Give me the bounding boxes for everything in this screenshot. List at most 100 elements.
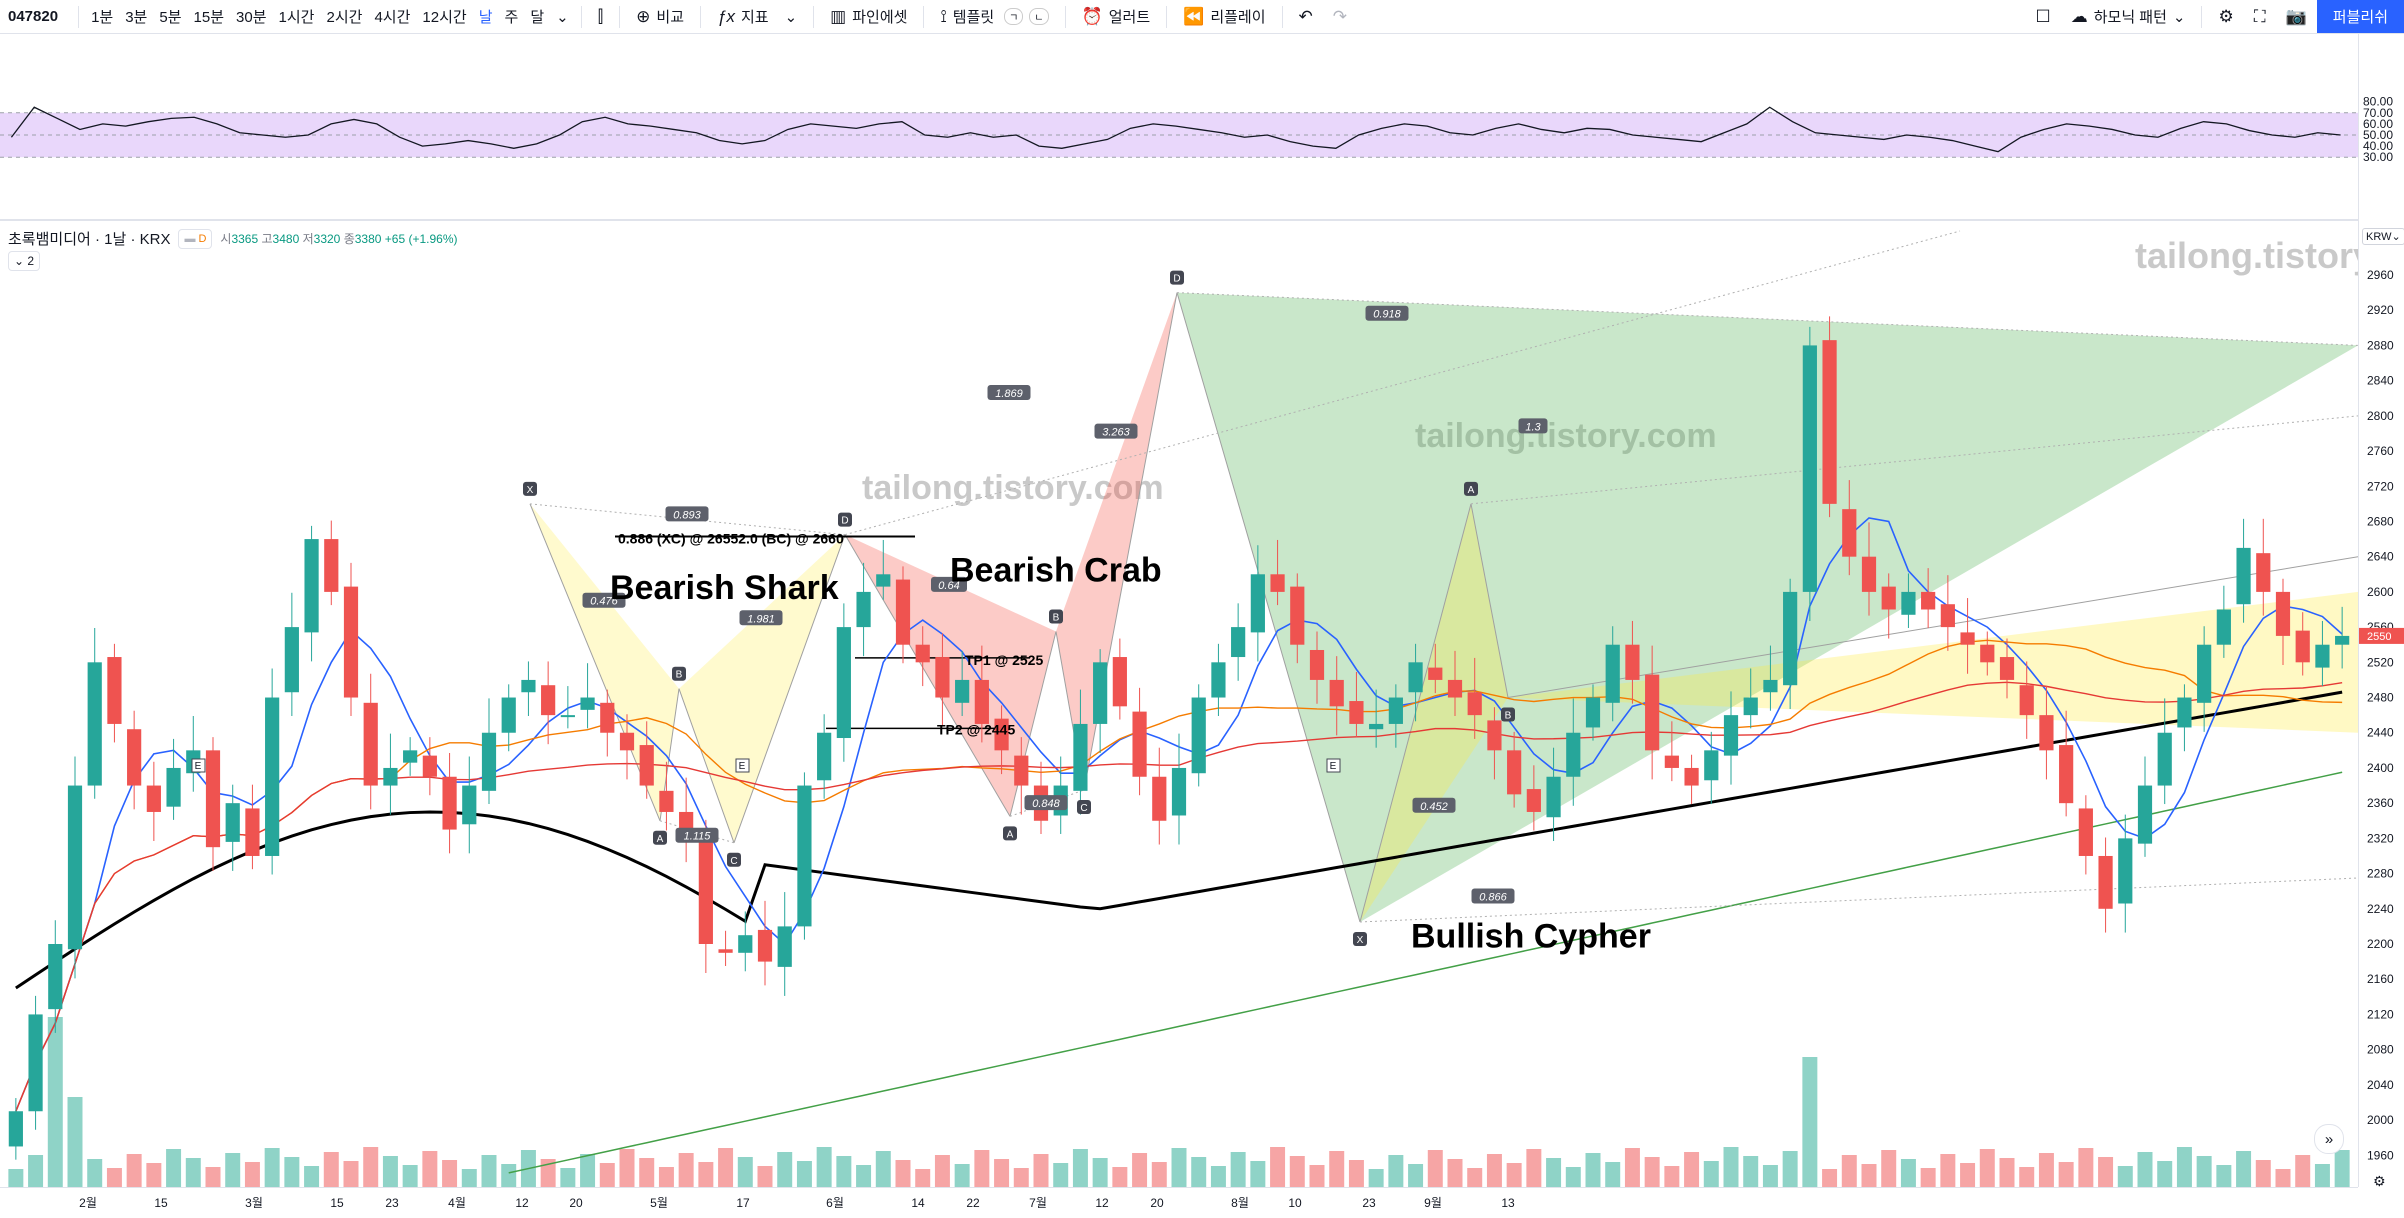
candle-body [1625,644,1640,680]
volume-bar [67,1097,83,1187]
time-tick-label: 14 [911,1196,925,1210]
interval-4[interactable]: 30분 [236,9,267,26]
candle-body [836,627,851,739]
pine-button[interactable]: ▥ 파인에셋 [820,6,917,27]
compare-button[interactable]: ⊕ 비교 [626,6,694,27]
scroll-to-realtime-button[interactable]: » [2314,1124,2344,1154]
interval-0[interactable]: 1분 [91,9,114,26]
pattern-point-label: D [841,516,848,527]
volume-bar [2058,1162,2074,1187]
candle-body [856,591,871,628]
candle-body [67,785,83,950]
candle-body [1191,697,1206,774]
interval-1[interactable]: 3분 [125,9,148,26]
volume-bar [757,1166,773,1187]
volume-bar [1526,1149,1542,1187]
ratio-badge [582,592,626,608]
volume-bar [1960,1163,1976,1187]
candle-body [1152,776,1167,821]
pane-separator[interactable] [0,219,2404,221]
candle-body [1723,715,1739,756]
alert-label: 얼러트 [1108,9,1151,26]
currency-selector[interactable]: KRW⌄ [2362,228,2404,245]
chart-type-button[interactable]: ⫿ [588,7,613,27]
volume-bar [1368,1169,1384,1187]
interval-7[interactable]: 4시간 [374,9,411,26]
candle-body [1566,732,1581,777]
pattern-point-label: C [730,856,737,867]
interval-3[interactable]: 15분 [193,9,225,26]
square-icon: ☐ [2035,6,2051,26]
rsi-pane[interactable] [0,34,2358,220]
candle-body [265,697,280,856]
separator [1166,5,1168,28]
candle-body [1329,679,1344,707]
time-tick-label: 2월 [79,1196,97,1210]
volume-bar [1210,1166,1226,1187]
volume-bar [47,1017,63,1187]
candle-body [2295,630,2310,663]
volume-bar [1250,1161,1266,1187]
interval-dropdown-icon[interactable]: ⌄ [556,8,569,26]
alert-button[interactable]: ⏰ 얼러트 [1072,6,1161,27]
time-axis[interactable]: 2월 15 3월 15 23 4월 12 20 5월 17 6월 14 22 7월 12 20 8월 10 23 9월… [0,1187,2358,1218]
harmonic-pattern-button[interactable]: ☁ 하모닉 패턴 ⌄ [2061,6,2196,27]
candle-body [2256,553,2271,592]
publish-button[interactable]: 퍼블리쉬 [2316,0,2404,33]
candle-body [1763,679,1778,693]
ratio-label: 1.869 [995,388,1023,400]
symbol-search[interactable]: 047820 [8,8,59,25]
pattern-point-badge [1501,707,1515,722]
interval-5[interactable]: 1시간 [278,9,315,26]
fullscreen-button[interactable]: ⛶ [2244,7,2276,27]
interval-2[interactable]: 5분 [159,9,182,26]
separator [2201,5,2203,28]
pattern-point-label: A [1468,485,1475,496]
candle-body [1270,574,1285,592]
pattern-point-label: B [1053,613,1060,624]
indicators-button[interactable]: ƒx 지표 ⌄ [707,6,807,27]
interval-10[interactable]: 주 [504,9,519,26]
volume-bar [2019,1167,2035,1187]
time-tick-label: 22 [966,1196,980,1210]
redo-button[interactable]: ↷ [1323,7,1357,27]
separator [1281,5,1283,28]
candle-body [383,767,398,786]
volume-bar [126,1154,142,1187]
volume-bar [1092,1158,1108,1187]
replay-button[interactable]: ⏪ 리플레이 [1173,6,1275,27]
separator [923,5,925,28]
volume-bar [1486,1154,1502,1187]
volume-bar [264,1148,280,1187]
pattern-point-label: X [1357,935,1364,946]
watermark-text: tailong.tistory.com [862,469,1164,507]
symbol-title[interactable]: 초록뱀미디어 · 1날 · KRX [8,231,171,248]
price-pane[interactable]: tailong.tistory.com tailong.tistory.com ta… [0,221,2358,1187]
collapse-indicators-button[interactable]: ⌄ 2 [8,251,41,271]
data-badge[interactable]: ▬ D [178,228,213,249]
interval-11[interactable]: 달 [530,9,545,26]
settings-button[interactable]: ⚙ [2208,7,2243,27]
interval-9[interactable]: 날 [478,9,493,26]
top-toolbar: 047820 1분 3분 5분 15분 30분 1시간 2시간 4시간 12시간 날 주 달 ⌄ ⫿ … [0,0,2404,34]
layout-button[interactable]: ☐ [2025,7,2060,27]
volume-bar [1881,1150,1897,1187]
volume-bar [599,1163,615,1187]
ratio-label: 0.918 [1373,309,1401,321]
candle-body [8,1111,23,1147]
volume-bar [1270,1147,1286,1187]
pattern-point-label: B [676,670,683,681]
volume-bar [284,1157,300,1187]
undo-button[interactable]: ↶ [1289,7,1323,27]
ratio-badge [1471,888,1515,904]
interval-8[interactable]: 12시간 [422,9,467,26]
volume-bar [244,1162,260,1187]
candle-body [1842,509,1857,557]
snapshot-button[interactable]: 📷 [2276,7,2317,27]
interval-6[interactable]: 2시간 [326,9,363,26]
settings-gear-icon[interactable]: ⚙ [2373,1173,2386,1187]
pattern-point-badge [838,512,852,527]
candle-body [1940,604,1955,628]
